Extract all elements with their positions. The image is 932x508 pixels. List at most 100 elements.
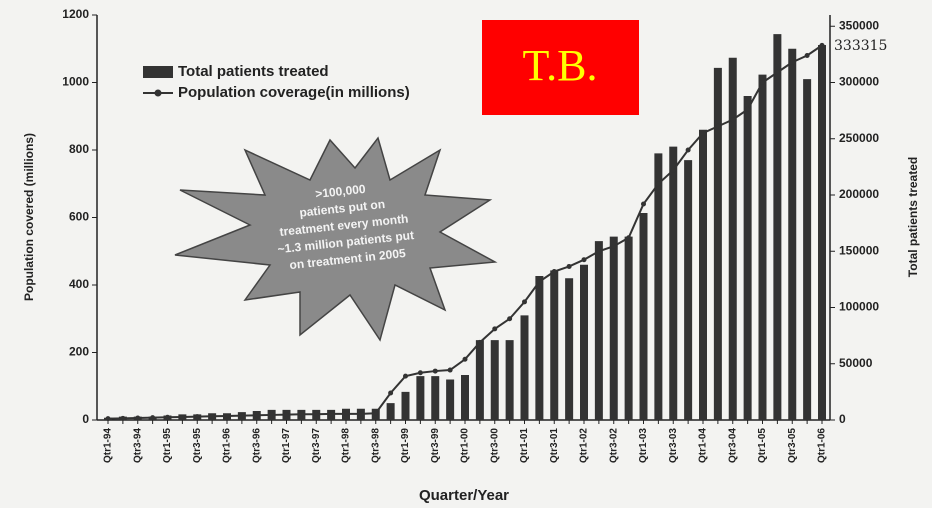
x-tick-label: Qtr3-00 bbox=[489, 428, 500, 463]
x-tick-label: Qtr3-95 bbox=[192, 428, 203, 463]
line-marker bbox=[373, 410, 379, 416]
x-tick-label: Qtr1-04 bbox=[698, 428, 709, 463]
bar bbox=[743, 96, 752, 420]
bar bbox=[446, 379, 455, 420]
bar bbox=[565, 278, 574, 420]
bar bbox=[684, 160, 693, 420]
line-marker bbox=[730, 117, 736, 123]
legend-swatch bbox=[143, 66, 173, 78]
line-marker bbox=[611, 243, 617, 249]
x-axis-title: Quarter/Year bbox=[419, 487, 509, 504]
x-tick-label: Qtr1-01 bbox=[519, 428, 530, 463]
line-marker bbox=[522, 299, 527, 305]
bar bbox=[818, 45, 826, 420]
x-tick-label: Qtr3-02 bbox=[608, 428, 619, 463]
y2-tick-label: 350000 bbox=[839, 18, 879, 32]
line-marker bbox=[760, 80, 765, 85]
line-marker bbox=[596, 248, 602, 254]
line-marker bbox=[165, 414, 170, 420]
line-marker bbox=[403, 373, 408, 379]
y2-tick-label: 150000 bbox=[839, 243, 879, 257]
badge: T.B. bbox=[523, 41, 598, 90]
bar bbox=[639, 213, 648, 420]
line-marker bbox=[477, 339, 483, 345]
line-marker bbox=[700, 130, 706, 136]
bar bbox=[758, 74, 767, 420]
line-marker bbox=[224, 413, 230, 419]
y2-tick-label: 200000 bbox=[839, 187, 879, 201]
x-tick-label: Qtr3-99 bbox=[430, 428, 441, 463]
line-marker bbox=[388, 390, 394, 396]
bar bbox=[461, 375, 469, 420]
bar bbox=[594, 241, 603, 420]
line-marker bbox=[745, 107, 751, 112]
starburst bbox=[174, 136, 498, 342]
legend: Total patients treated Population coverag… bbox=[143, 63, 410, 101]
line-marker bbox=[328, 411, 334, 417]
line-marker bbox=[670, 167, 676, 173]
y2-axis-title: Total patients treated bbox=[906, 157, 920, 277]
y-tick-label: 0 bbox=[82, 412, 89, 426]
line-marker bbox=[269, 412, 275, 418]
line-marker bbox=[179, 414, 185, 420]
line-marker bbox=[655, 181, 661, 187]
x-tick-label: Qtr1-99 bbox=[400, 428, 411, 463]
x-tick-label: Qtr1-94 bbox=[103, 428, 114, 463]
x-tick-label: Qtr3-97 bbox=[311, 428, 322, 463]
bar bbox=[624, 236, 633, 420]
line-marker bbox=[774, 69, 780, 75]
bar bbox=[475, 340, 484, 420]
bar bbox=[550, 270, 559, 420]
bar bbox=[401, 391, 410, 420]
x-tick-label: Qtr3-01 bbox=[549, 428, 560, 463]
line-marker bbox=[566, 263, 572, 269]
x-tick-label: Qtr1-02 bbox=[579, 428, 590, 463]
line-marker bbox=[685, 147, 691, 153]
bar bbox=[609, 236, 618, 420]
line-marker bbox=[135, 415, 141, 421]
bar bbox=[788, 48, 797, 420]
line-marker bbox=[105, 416, 111, 422]
x-tick-label: Qtr3-98 bbox=[370, 428, 381, 463]
y-axis-title: Population covered (millions) bbox=[22, 133, 36, 301]
y-tick-label: 800 bbox=[69, 142, 89, 156]
line-marker bbox=[239, 413, 245, 419]
x-tick-label: Qtr1-98 bbox=[341, 428, 352, 463]
callout-line: >100,000 bbox=[315, 182, 367, 201]
line-marker bbox=[462, 356, 468, 362]
line-marker bbox=[343, 411, 349, 417]
x-tick-label: Qtr1-96 bbox=[222, 428, 233, 463]
line-marker bbox=[417, 370, 423, 376]
bar bbox=[580, 264, 588, 420]
line-marker bbox=[358, 411, 364, 417]
y-tick-label: 200 bbox=[69, 345, 89, 359]
legend-label: Total patients treated bbox=[178, 63, 329, 80]
bar bbox=[728, 57, 737, 420]
x-tick-label: Qtr1-03 bbox=[638, 428, 649, 463]
y2-tick-label: 250000 bbox=[839, 131, 879, 145]
line-marker bbox=[447, 367, 453, 373]
y-tick-label: 400 bbox=[69, 277, 89, 291]
x-tick-label: Qtr1-97 bbox=[281, 428, 292, 463]
x-tick-label: Qtr1-05 bbox=[757, 428, 768, 463]
x-tick-label: Qtr1-95 bbox=[162, 428, 173, 463]
x-tick-label: Qtr3-94 bbox=[132, 428, 143, 463]
bar bbox=[520, 315, 529, 420]
line-marker bbox=[194, 414, 200, 420]
bar bbox=[773, 34, 782, 420]
bar bbox=[505, 340, 514, 420]
x-tick-label: Qtr3-04 bbox=[727, 428, 738, 463]
y2-tick-label: 50000 bbox=[839, 356, 873, 370]
line-marker bbox=[626, 235, 632, 241]
bar bbox=[490, 340, 499, 420]
line-marker bbox=[536, 279, 542, 285]
x-tick-label: Qtr3-05 bbox=[787, 428, 798, 463]
legend-swatch bbox=[154, 89, 162, 97]
bar bbox=[699, 129, 707, 420]
line-marker bbox=[789, 59, 795, 65]
bar bbox=[535, 276, 544, 420]
line-marker bbox=[551, 269, 557, 274]
line-marker bbox=[804, 53, 810, 58]
badge-box bbox=[482, 20, 639, 115]
